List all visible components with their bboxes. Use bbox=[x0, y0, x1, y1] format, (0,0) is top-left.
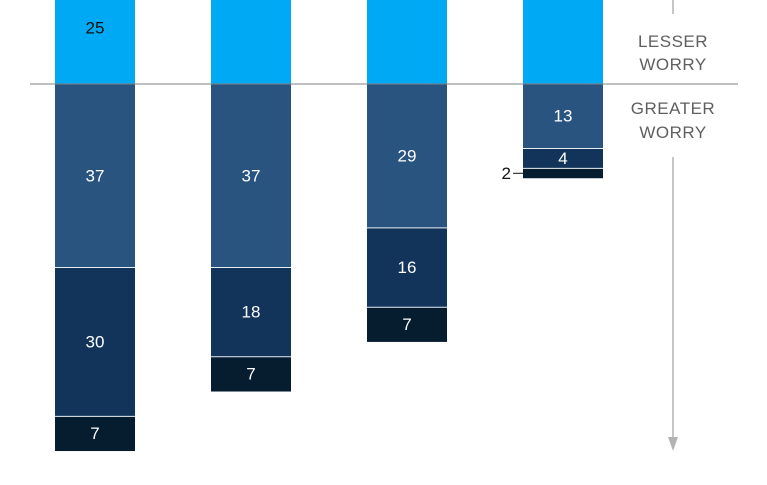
bar-1-label-lesser: 25 bbox=[86, 19, 105, 38]
bar-4: 13 4 2 bbox=[502, 0, 603, 183]
bar-4-segment-greater_1 bbox=[523, 84, 603, 149]
bar-4-segment-greater_3 bbox=[523, 168, 603, 179]
lesser-worry-label-line2: WORRY bbox=[639, 55, 706, 74]
bar-4-segment-greater_2 bbox=[523, 148, 603, 169]
bar-3: 29 16 7 bbox=[367, 0, 447, 342]
bar-3-segment-greater_2 bbox=[367, 227, 447, 308]
bar-4-label-greater_3: 2 bbox=[502, 164, 511, 183]
bar-1-label-greater_3: 7 bbox=[90, 424, 99, 443]
bar-2-segment-greater_1 bbox=[211, 84, 291, 268]
lesser-worry-label-line1: LESSER bbox=[638, 32, 708, 51]
bar-2-label-greater_3: 7 bbox=[246, 365, 255, 384]
bar-2-segment-greater_2 bbox=[211, 267, 291, 357]
greater-worry-label-line2: WORRY bbox=[639, 123, 706, 142]
bar-3-segment-greater_1 bbox=[367, 84, 447, 228]
bar-1-segment-greater_3 bbox=[55, 416, 135, 452]
bar-1-label-greater_1: 37 bbox=[86, 166, 105, 185]
bar-1-segment-lesser bbox=[55, 0, 135, 84]
bar-1-segment-greater_1 bbox=[55, 84, 135, 268]
bar-2-label-greater_1: 37 bbox=[242, 166, 261, 185]
bar-3-segment-greater_3 bbox=[367, 307, 447, 342]
bar-1-label-greater_2: 30 bbox=[86, 332, 105, 351]
bar-1: 25 37 30 7 bbox=[55, 0, 135, 452]
bar-3-label-greater_1: 29 bbox=[398, 146, 417, 165]
bar-3-label-greater_2: 16 bbox=[398, 258, 417, 277]
bar-4-segment-lesser bbox=[523, 0, 603, 84]
bar-1-segment-greater_2 bbox=[55, 267, 135, 417]
bar-2-label-greater_2: 18 bbox=[242, 303, 261, 322]
bar-2-segment-greater_3 bbox=[211, 356, 291, 392]
bar-3-segment-lesser bbox=[367, 0, 447, 84]
bar-3-label-greater_3: 7 bbox=[402, 315, 411, 334]
bar-2-segment-lesser bbox=[211, 0, 291, 84]
side-labels: LESSER WORRY GREATER WORRY bbox=[631, 0, 715, 451]
down-arrow-icon bbox=[668, 437, 678, 451]
bar-4-label-greater_1: 13 bbox=[554, 107, 573, 126]
bars-layer: 25 37 30 7 37 18 7 29 16 7 13 4 2 bbox=[55, 0, 603, 452]
bar-4-label-greater_2: 4 bbox=[558, 149, 567, 168]
bar-2: 37 18 7 bbox=[211, 0, 291, 392]
greater-worry-label-line1: GREATER bbox=[631, 99, 715, 118]
